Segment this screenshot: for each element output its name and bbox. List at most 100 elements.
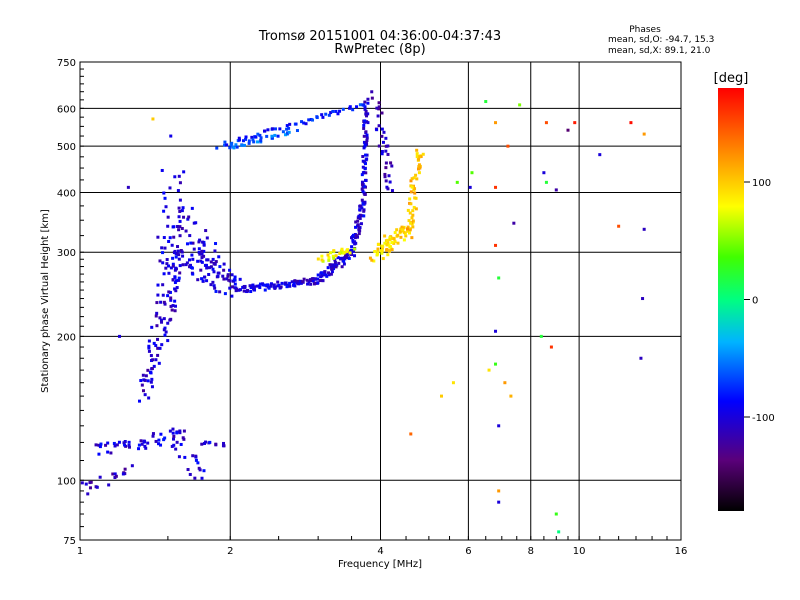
data-point (147, 344, 151, 348)
colorbar: [deg] 100 0 -100 (714, 71, 775, 511)
data-point (360, 187, 364, 191)
x-axis: 1 2 4 6 8 10 16 (77, 536, 687, 557)
data-point (414, 173, 418, 177)
data-point (222, 444, 226, 448)
data-point (154, 314, 158, 318)
data-point (390, 248, 394, 252)
data-point (158, 346, 162, 350)
data-point (202, 249, 206, 253)
data-point (406, 225, 410, 229)
data-point (214, 289, 218, 293)
data-point (285, 127, 289, 131)
data-point (191, 241, 195, 245)
data-point (417, 157, 421, 161)
data-point (329, 111, 333, 115)
data-point (152, 341, 156, 345)
data-point (203, 441, 207, 445)
data-point (318, 279, 322, 283)
data-point (408, 228, 412, 232)
data-point (175, 252, 179, 256)
data-point (361, 189, 365, 193)
data-point (411, 225, 415, 229)
data-point (204, 263, 208, 267)
data-point (272, 283, 276, 287)
data-point (269, 283, 273, 287)
data-point (355, 105, 359, 109)
data-point (386, 152, 390, 156)
data-point (160, 168, 164, 172)
data-point (365, 114, 369, 118)
data-point (163, 333, 167, 337)
data-point (143, 444, 147, 448)
data-point (188, 265, 192, 269)
data-point (321, 279, 325, 283)
data-point (407, 231, 411, 235)
data-point (127, 444, 131, 448)
data-point (354, 233, 358, 237)
data-point (383, 175, 387, 179)
data-point (185, 261, 189, 265)
data-point (115, 443, 119, 447)
data-point (171, 427, 175, 431)
data-point (226, 274, 230, 278)
data-point (386, 187, 390, 191)
data-point (171, 431, 175, 435)
data-point (314, 277, 318, 281)
data-point (194, 458, 198, 462)
data-point (363, 107, 367, 111)
data-point (351, 233, 355, 237)
data-point (181, 254, 185, 258)
data-point (411, 209, 415, 213)
data-point (336, 112, 340, 116)
data-point (146, 441, 150, 445)
data-point (364, 153, 368, 157)
data-point (235, 145, 239, 149)
data-point (222, 441, 226, 445)
data-point (642, 227, 646, 231)
data-point (376, 242, 380, 246)
data-point (409, 190, 413, 194)
data-point (406, 229, 410, 233)
data-point (416, 155, 420, 159)
data-point (270, 136, 274, 140)
data-point (396, 241, 400, 245)
data-point (158, 259, 162, 263)
data-point (380, 152, 384, 156)
data-point (211, 267, 215, 271)
data-point (363, 143, 367, 147)
data-point (330, 266, 334, 270)
data-point (554, 512, 558, 516)
data-point (98, 475, 102, 479)
data-point (359, 222, 363, 226)
data-point (350, 252, 354, 256)
data-point (207, 272, 211, 276)
data-point (199, 268, 203, 272)
data-point (376, 114, 380, 118)
data-point (390, 164, 394, 168)
data-point (362, 170, 366, 174)
data-point (358, 103, 362, 107)
data-point (273, 133, 277, 137)
data-point (228, 268, 232, 272)
x-tick-label: 2 (227, 546, 233, 557)
data-point (266, 283, 270, 287)
data-point (362, 202, 366, 206)
data-point (332, 264, 336, 268)
data-point (285, 285, 289, 289)
data-point (256, 140, 260, 144)
data-point (98, 445, 102, 449)
data-point (376, 247, 380, 251)
data-point (169, 296, 173, 300)
data-point (315, 115, 319, 119)
data-point (200, 249, 204, 253)
data-point (316, 277, 320, 281)
data-point (127, 440, 131, 444)
data-point (265, 134, 269, 138)
data-point (166, 215, 170, 219)
data-point (197, 247, 201, 251)
data-point (361, 159, 365, 163)
data-point (180, 226, 184, 230)
data-point (377, 107, 381, 111)
data-point (332, 249, 336, 253)
